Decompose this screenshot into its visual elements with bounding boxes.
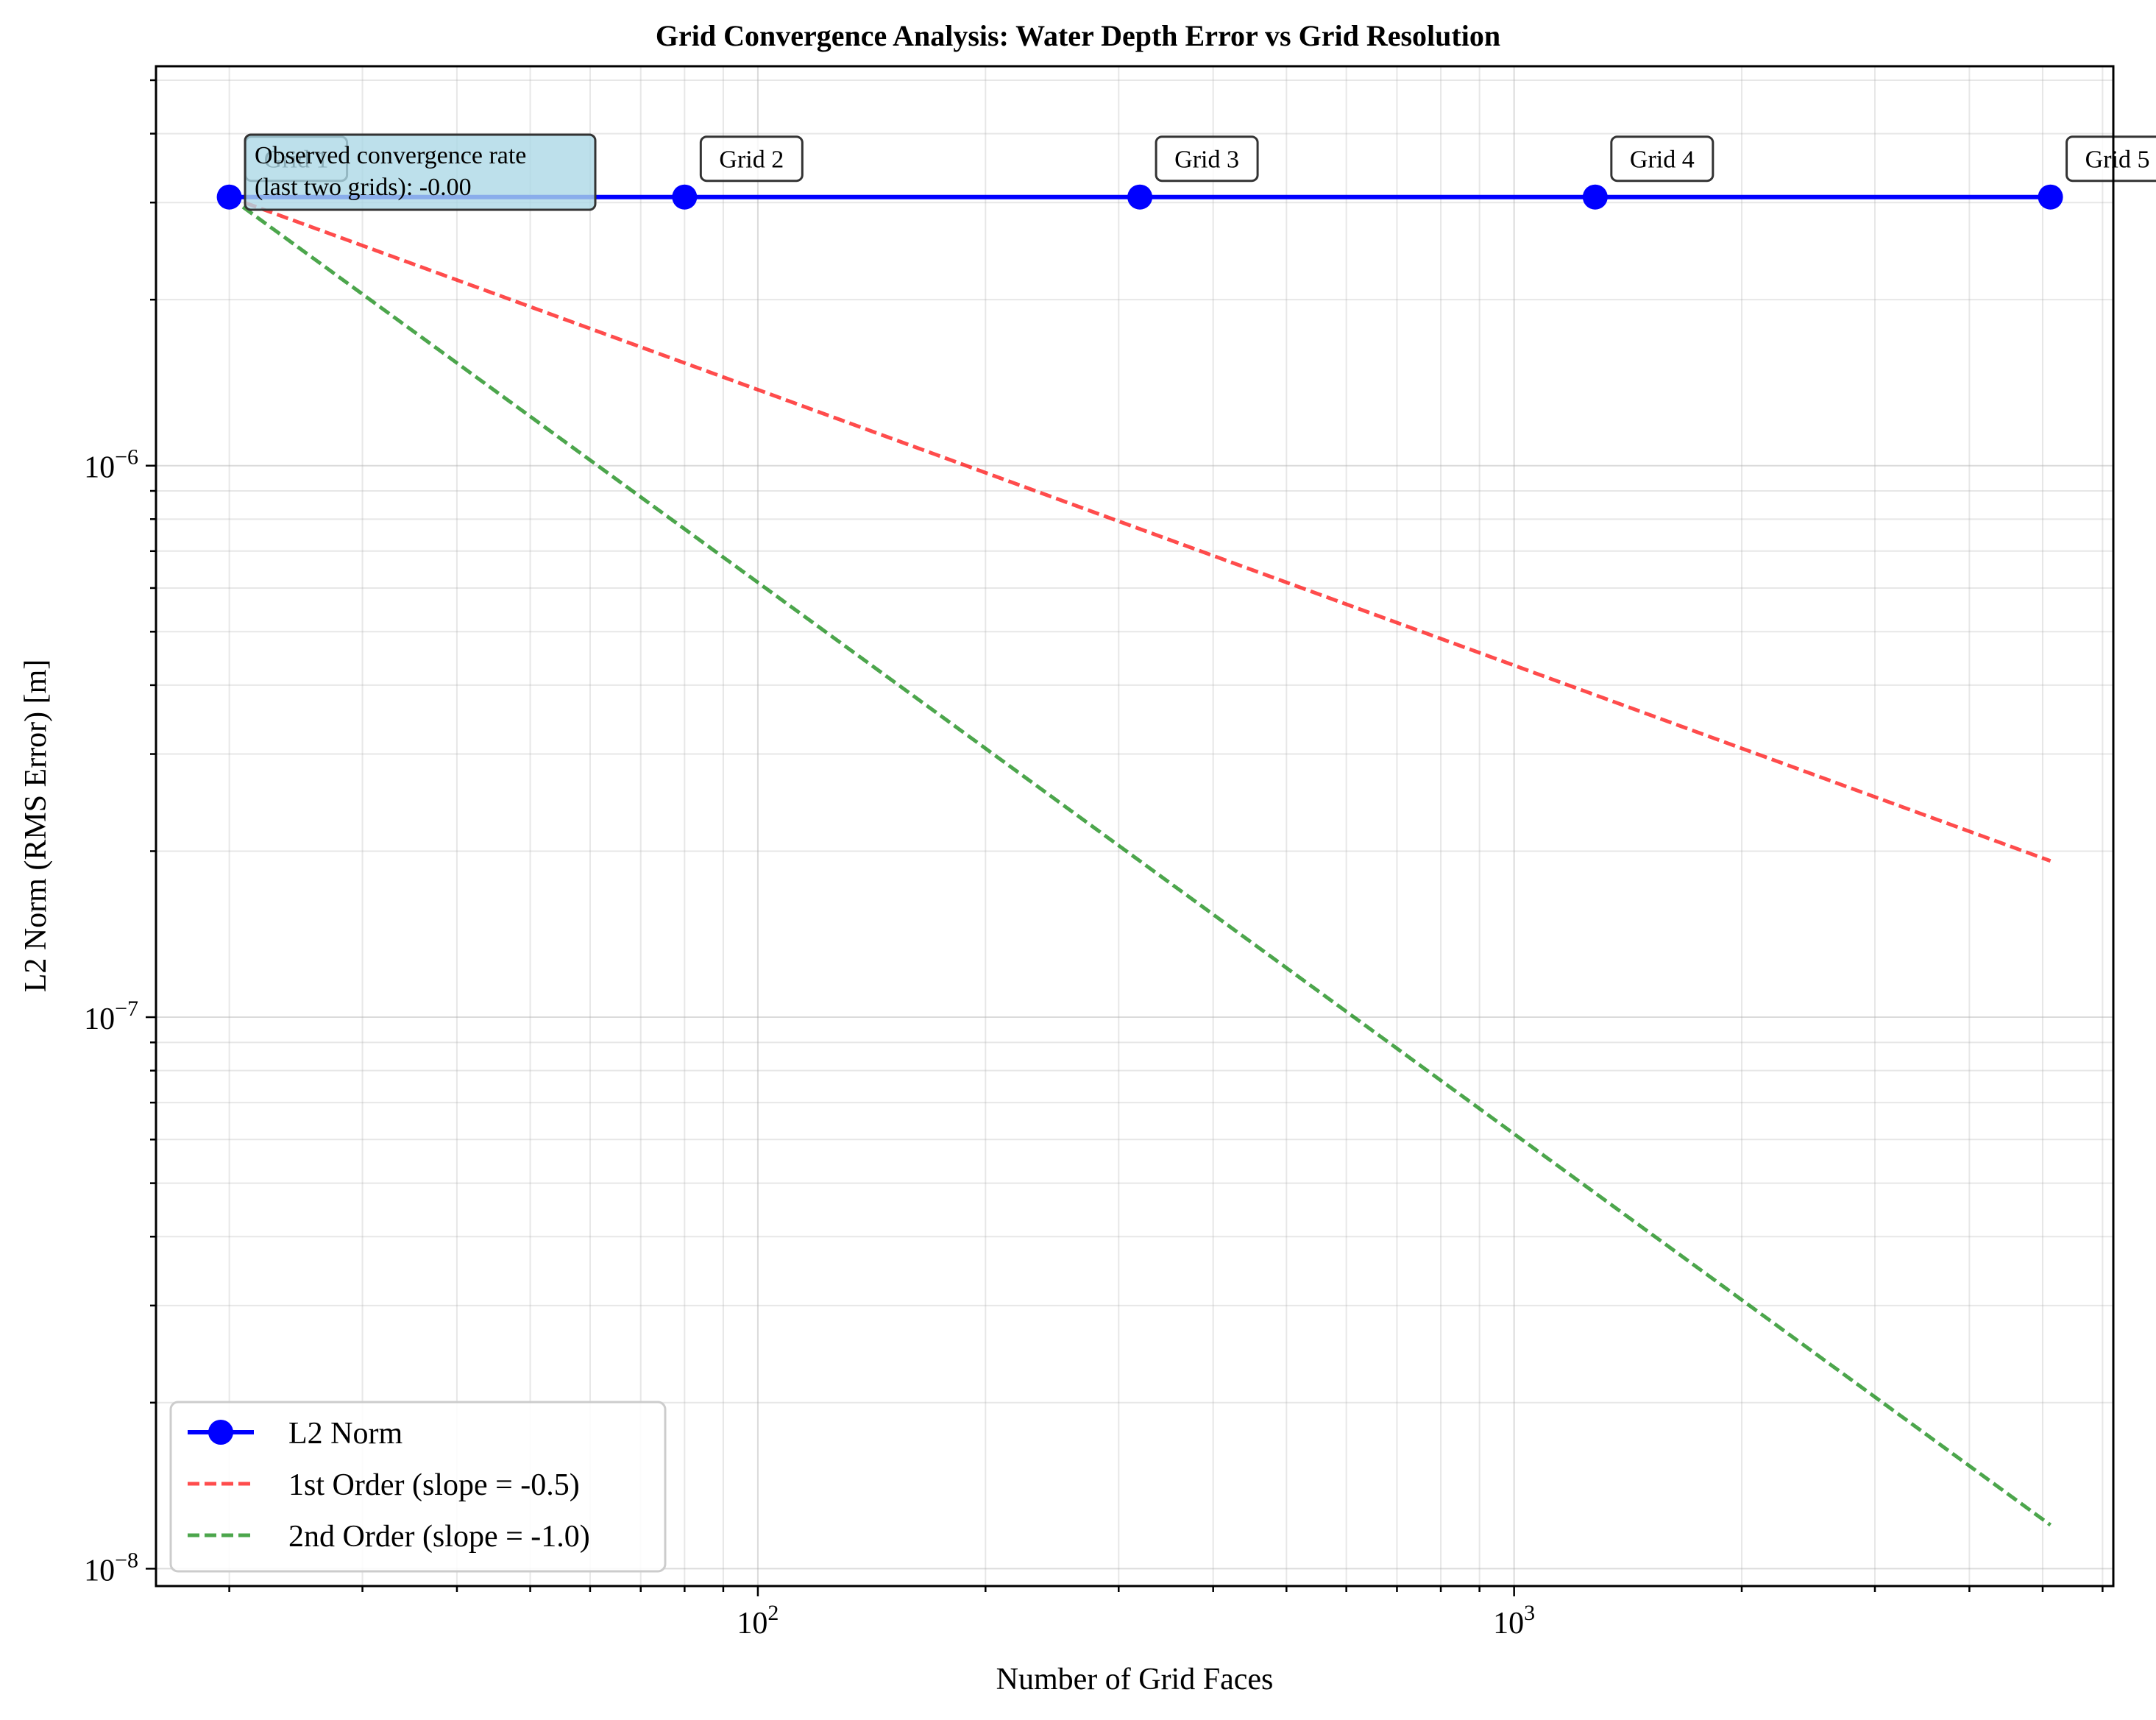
- y-tick-label: 10−7: [84, 997, 138, 1036]
- chart-title: Grid Convergence Analysis: Water Depth E…: [656, 19, 1500, 52]
- grid-label-box: [2065, 135, 2156, 183]
- l2-norm-marker: [672, 184, 698, 210]
- x-tick-exponent: 2: [767, 1601, 779, 1625]
- first-order-reference-line: [228, 195, 2052, 863]
- grid-label-text: Grid 2: [719, 146, 784, 174]
- annotation-box-background: [244, 133, 597, 211]
- l2-norm-marker: [1127, 184, 1153, 210]
- legend-label: L2 Norm: [288, 1417, 403, 1451]
- plot-frame: [155, 65, 2115, 1588]
- y-tick-base: 10: [84, 1002, 115, 1036]
- y-axis-label: L2 Norm (RMS Error) [m]: [19, 659, 53, 993]
- grid-lines: [156, 66, 2113, 1586]
- legend-label: 2nd Order (slope = -1.0): [288, 1520, 590, 1554]
- l2-norm-marker: [1582, 184, 1608, 210]
- convergence-rate-annotation: Observed convergence rate (last two grid…: [244, 133, 597, 211]
- grid-label-box: [1155, 135, 1259, 183]
- x-axis: 102 103: [228, 1586, 2104, 1641]
- legend-label: 1st Order (slope = -0.5): [288, 1468, 580, 1502]
- annotation-line-2: (last two grids): -0.00: [255, 174, 472, 201]
- l2-norm-marker: [216, 184, 242, 210]
- reference-lines: [228, 195, 2052, 1527]
- legend: L2 Norm 1st Order (slope = -0.5) 2nd Order…: [169, 1401, 667, 1573]
- y-tick-exponent: −6: [115, 445, 138, 470]
- grid-label-box: [699, 135, 804, 183]
- x-tick-exponent: 3: [1524, 1601, 1535, 1625]
- y-tick-label: 10−8: [84, 1548, 138, 1588]
- y-tick-base: 10: [84, 451, 115, 485]
- y-tick-exponent: −8: [115, 1548, 138, 1572]
- l2-norm-marker: [2038, 184, 2063, 210]
- grid-label-text: Grid 5: [2085, 146, 2150, 174]
- annotation-line-1: Observed convergence rate: [255, 142, 526, 169]
- second-order-reference-line: [228, 195, 2052, 1527]
- y-tick-exponent: −7: [115, 997, 138, 1021]
- grid-label-text: Grid 4: [1630, 146, 1695, 174]
- legend-marker-swatch: [208, 1420, 233, 1445]
- y-axis: 10−810−710−6: [84, 79, 156, 1588]
- x-axis-label: Number of Grid Faces: [996, 1663, 1274, 1696]
- x-tick-base: 10: [737, 1607, 767, 1641]
- x-tick-label: 102: [737, 1601, 779, 1641]
- x-tick-base: 10: [1493, 1607, 1524, 1641]
- legend-box: [169, 1401, 667, 1573]
- grid-label-box: [1610, 135, 1714, 183]
- y-tick-base: 10: [84, 1554, 115, 1588]
- x-tick-label: 103: [1493, 1601, 1535, 1641]
- y-tick-label: 10−6: [84, 445, 138, 485]
- grid-label-text: Grid 3: [1174, 146, 1239, 174]
